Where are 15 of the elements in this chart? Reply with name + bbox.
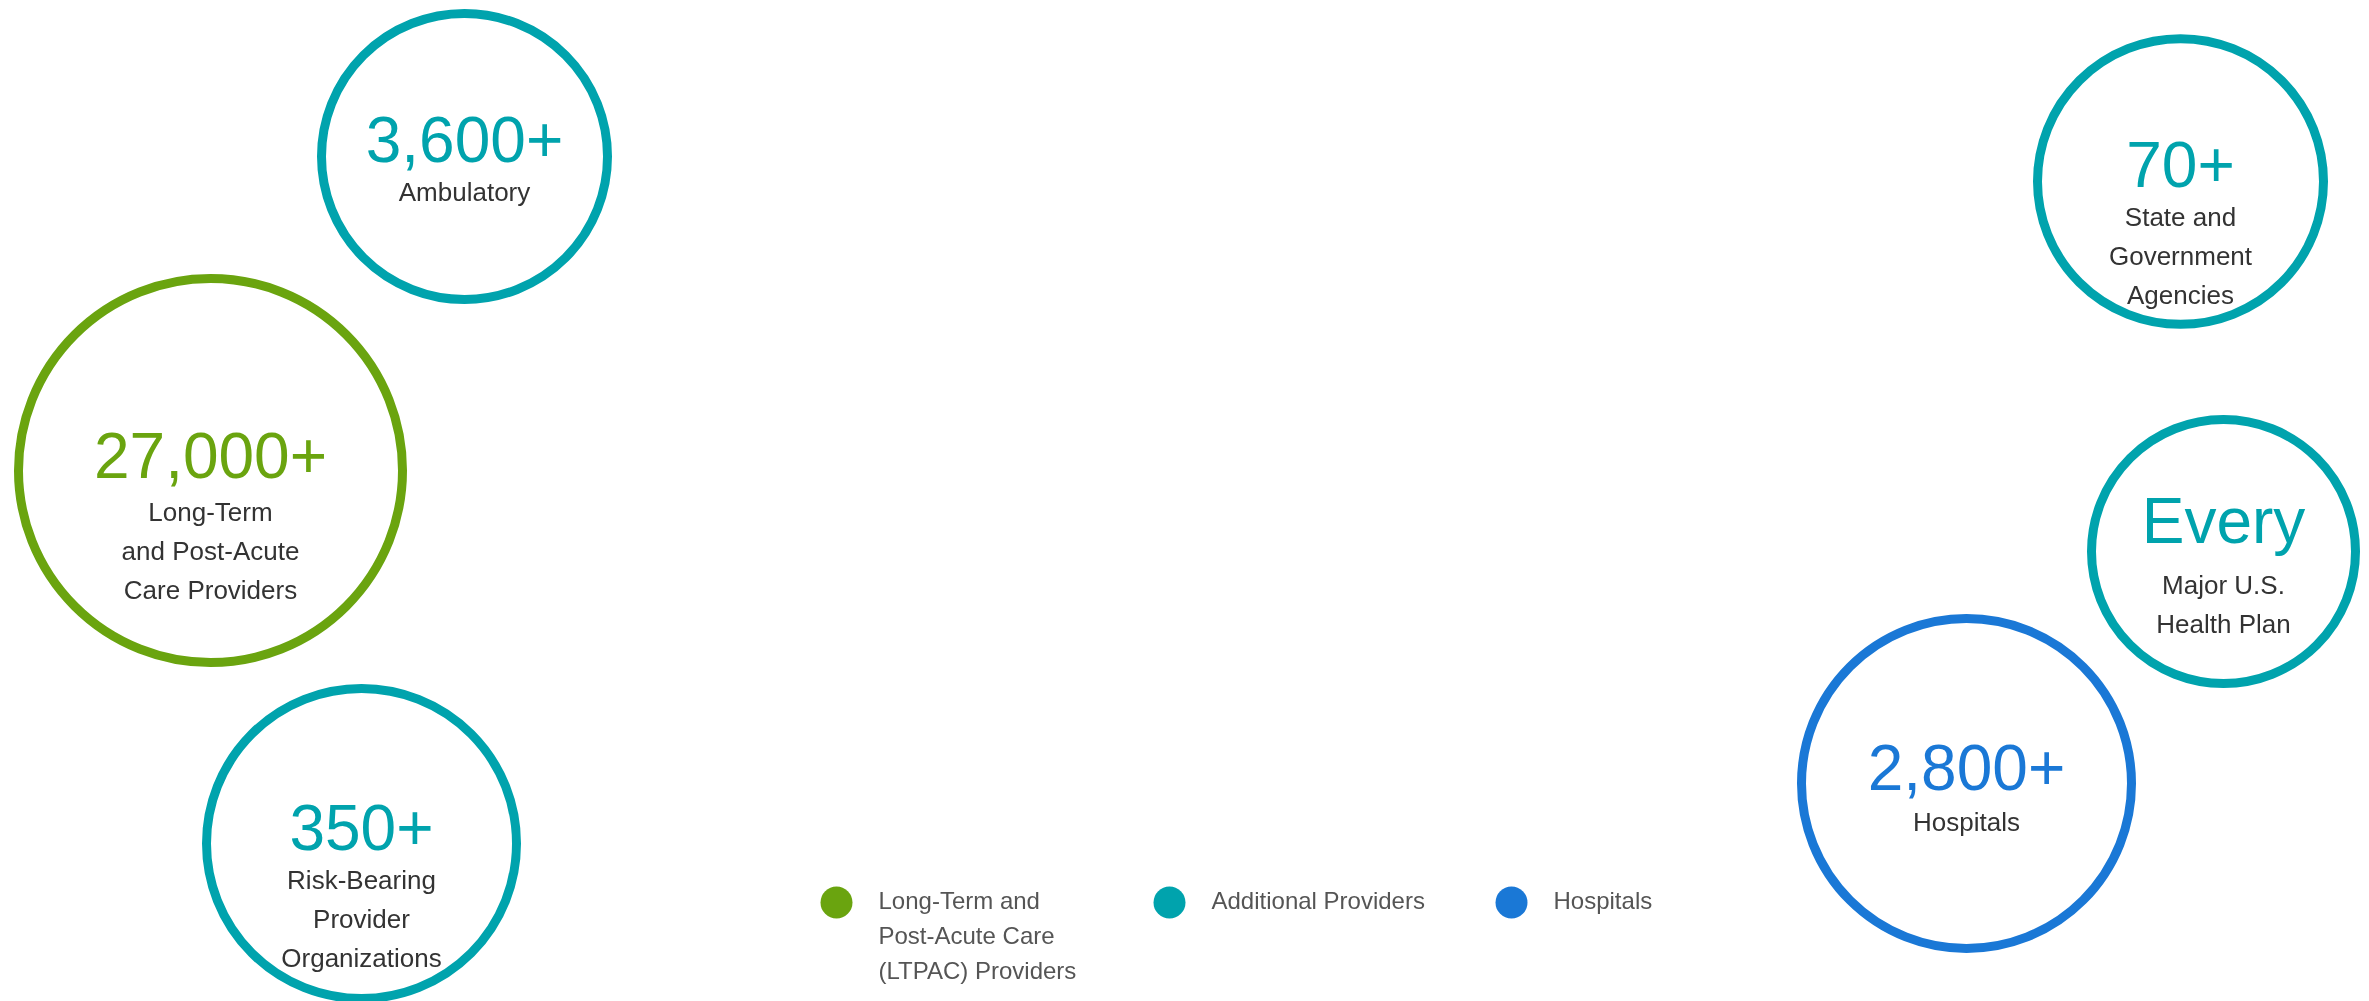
category-label: Major U.S. Health Plan	[2156, 569, 2291, 639]
data-label: 350+	[289, 791, 434, 864]
legend-label: Hospitals	[1553, 886, 1653, 914]
category-label: Ambulatory	[398, 176, 531, 207]
legend-label: Long-Term and Post-Acute Care (LTPAC) Providers	[878, 886, 1077, 984]
legend-label: Additional Providers	[1211, 886, 1425, 914]
data-label: 3,600+	[365, 104, 564, 177]
category-label: State and Government Agencies	[2108, 201, 2253, 310]
category-label: Hospitals	[1913, 806, 2020, 837]
category-label: Long-Term and Post-Acute Care Providers	[121, 497, 300, 606]
data-label: 2,800+	[1867, 732, 2066, 805]
data-label: Every	[2141, 484, 2306, 557]
data-label: 27,000+	[93, 420, 328, 493]
category-label: Risk-Bearing Provider Organizations	[281, 865, 442, 974]
data-label: 70+	[2126, 129, 2235, 202]
